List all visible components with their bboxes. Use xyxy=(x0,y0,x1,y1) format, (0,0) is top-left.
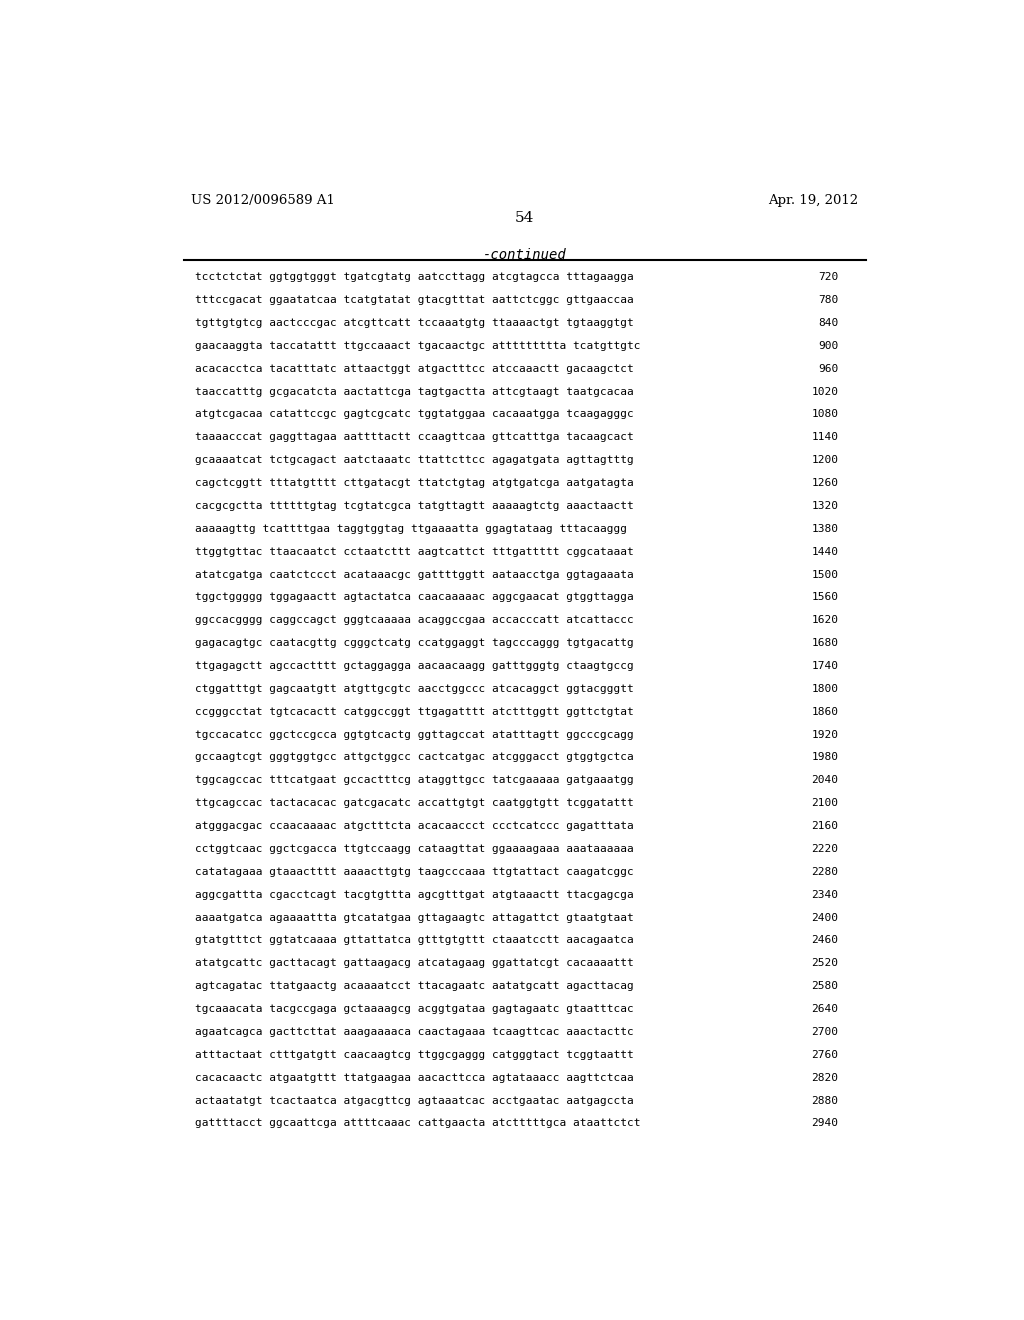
Text: cctggtcaac ggctcgacca ttgtccaagg cataagttat ggaaaagaaa aaataaaaaa: cctggtcaac ggctcgacca ttgtccaagg cataagt… xyxy=(196,843,634,854)
Text: 2340: 2340 xyxy=(811,890,839,900)
Text: tcctctctat ggtggtgggt tgatcgtatg aatccttagg atcgtagcca tttagaagga: tcctctctat ggtggtgggt tgatcgtatg aatcctt… xyxy=(196,272,634,282)
Text: actaatatgt tcactaatca atgacgttcg agtaaatcac acctgaatac aatgagccta: actaatatgt tcactaatca atgacgttcg agtaaat… xyxy=(196,1096,634,1106)
Text: gcaaaatcat tctgcagact aatctaaatc ttattcttcc agagatgata agttagtttg: gcaaaatcat tctgcagact aatctaaatc ttattct… xyxy=(196,455,634,465)
Text: aaaatgatca agaaaattta gtcatatgaa gttagaagtc attagattct gtaatgtaat: aaaatgatca agaaaattta gtcatatgaa gttagaa… xyxy=(196,912,634,923)
Text: 1020: 1020 xyxy=(811,387,839,396)
Text: 2520: 2520 xyxy=(811,958,839,969)
Text: -continued: -continued xyxy=(483,248,566,261)
Text: taaaacccat gaggttagaa aattttactt ccaagttcaa gttcatttga tacaagcact: taaaacccat gaggttagaa aattttactt ccaagtt… xyxy=(196,433,634,442)
Text: tggcagccac tttcatgaat gccactttcg ataggttgcc tatcgaaaaa gatgaaatgg: tggcagccac tttcatgaat gccactttcg ataggtt… xyxy=(196,775,634,785)
Text: acacacctca tacatttatc attaactggt atgactttcc atccaaactt gacaagctct: acacacctca tacatttatc attaactggt atgactt… xyxy=(196,364,634,374)
Text: gccaagtcgt gggtggtgcc attgctggcc cactcatgac atcgggacct gtggtgctca: gccaagtcgt gggtggtgcc attgctggcc cactcat… xyxy=(196,752,634,763)
Text: 2820: 2820 xyxy=(811,1073,839,1082)
Text: gattttacct ggcaattcga attttcaaac cattgaacta atctttttgca ataattctct: gattttacct ggcaattcga attttcaaac cattgaa… xyxy=(196,1118,641,1129)
Text: 1380: 1380 xyxy=(811,524,839,533)
Text: 54: 54 xyxy=(515,211,535,226)
Text: Apr. 19, 2012: Apr. 19, 2012 xyxy=(768,194,858,207)
Text: aggcgattta cgacctcagt tacgtgttta agcgtttgat atgtaaactt ttacgagcga: aggcgattta cgacctcagt tacgtgttta agcgttt… xyxy=(196,890,634,900)
Text: atgtcgacaa catattccgc gagtcgcatc tggtatggaa cacaaatgga tcaagagggc: atgtcgacaa catattccgc gagtcgcatc tggtatg… xyxy=(196,409,634,420)
Text: 1440: 1440 xyxy=(811,546,839,557)
Text: 1260: 1260 xyxy=(811,478,839,488)
Text: 2700: 2700 xyxy=(811,1027,839,1038)
Text: 2580: 2580 xyxy=(811,981,839,991)
Text: 1320: 1320 xyxy=(811,500,839,511)
Text: 1140: 1140 xyxy=(811,433,839,442)
Text: 1620: 1620 xyxy=(811,615,839,626)
Text: cacacaactc atgaatgttt ttatgaagaa aacacttcca agtataaacc aagttctcaa: cacacaactc atgaatgttt ttatgaagaa aacactt… xyxy=(196,1073,634,1082)
Text: tttccgacat ggaatatcaa tcatgtatat gtacgtttat aattctcggc gttgaaccaa: tttccgacat ggaatatcaa tcatgtatat gtacgtt… xyxy=(196,296,634,305)
Text: 1680: 1680 xyxy=(811,638,839,648)
Text: 1980: 1980 xyxy=(811,752,839,763)
Text: 1560: 1560 xyxy=(811,593,839,602)
Text: 840: 840 xyxy=(818,318,839,327)
Text: 1500: 1500 xyxy=(811,569,839,579)
Text: 2400: 2400 xyxy=(811,912,839,923)
Text: ttgcagccac tactacacac gatcgacatc accattgtgt caatggtgtt tcggatattt: ttgcagccac tactacacac gatcgacatc accattg… xyxy=(196,799,634,808)
Text: 2760: 2760 xyxy=(811,1049,839,1060)
Text: 780: 780 xyxy=(818,296,839,305)
Text: agaatcagca gacttcttat aaagaaaaca caactagaaa tcaagttcac aaactacttc: agaatcagca gacttcttat aaagaaaaca caactag… xyxy=(196,1027,634,1038)
Text: 960: 960 xyxy=(818,364,839,374)
Text: ccgggcctat tgtcacactt catggccggt ttgagatttt atctttggtt ggttctgtat: ccgggcctat tgtcacactt catggccggt ttgagat… xyxy=(196,706,634,717)
Text: tgccacatcc ggctccgcca ggtgtcactg ggttagccat atatttagtt ggcccgcagg: tgccacatcc ggctccgcca ggtgtcactg ggttagc… xyxy=(196,730,634,739)
Text: 1740: 1740 xyxy=(811,661,839,671)
Text: taaccatttg gcgacatcta aactattcga tagtgactta attcgtaagt taatgcacaa: taaccatttg gcgacatcta aactattcga tagtgac… xyxy=(196,387,634,396)
Text: atatcgatga caatctccct acataaacgc gattttggtt aataacctga ggtagaaata: atatcgatga caatctccct acataaacgc gattttg… xyxy=(196,569,634,579)
Text: atgggacgac ccaacaaaac atgctttcta acacaaccct ccctcatccc gagatttata: atgggacgac ccaacaaaac atgctttcta acacaac… xyxy=(196,821,634,832)
Text: 2280: 2280 xyxy=(811,867,839,876)
Text: tgcaaacata tacgccgaga gctaaaagcg acggtgataa gagtagaatc gtaatttcac: tgcaaacata tacgccgaga gctaaaagcg acggtga… xyxy=(196,1005,634,1014)
Text: gtatgtttct ggtatcaaaa gttattatca gtttgtgttt ctaaatcctt aacagaatca: gtatgtttct ggtatcaaaa gttattatca gtttgtg… xyxy=(196,936,634,945)
Text: aaaaagttg tcattttgaa taggtggtag ttgaaaatta ggagtataag tttacaaggg: aaaaagttg tcattttgaa taggtggtag ttgaaaat… xyxy=(196,524,628,533)
Text: US 2012/0096589 A1: US 2012/0096589 A1 xyxy=(191,194,336,207)
Text: atttactaat ctttgatgtt caacaagtcg ttggcgaggg catgggtact tcggtaattt: atttactaat ctttgatgtt caacaagtcg ttggcga… xyxy=(196,1049,634,1060)
Text: ttggtgttac ttaacaatct cctaatcttt aagtcattct tttgattttt cggcataaat: ttggtgttac ttaacaatct cctaatcttt aagtcat… xyxy=(196,546,634,557)
Text: gaacaaggta taccatattt ttgccaaact tgacaactgc attttttttta tcatgttgtc: gaacaaggta taccatattt ttgccaaact tgacaac… xyxy=(196,341,641,351)
Text: 1920: 1920 xyxy=(811,730,839,739)
Text: 2040: 2040 xyxy=(811,775,839,785)
Text: 1860: 1860 xyxy=(811,706,839,717)
Text: 900: 900 xyxy=(818,341,839,351)
Text: 2100: 2100 xyxy=(811,799,839,808)
Text: 1200: 1200 xyxy=(811,455,839,465)
Text: 2940: 2940 xyxy=(811,1118,839,1129)
Text: atatgcattc gacttacagt gattaagacg atcatagaag ggattatcgt cacaaaattt: atatgcattc gacttacagt gattaagacg atcatag… xyxy=(196,958,634,969)
Text: tgttgtgtcg aactcccgac atcgttcatt tccaaatgtg ttaaaactgt tgtaaggtgt: tgttgtgtcg aactcccgac atcgttcatt tccaaat… xyxy=(196,318,634,327)
Text: agtcagatac ttatgaactg acaaaatcct ttacagaatc aatatgcatt agacttacag: agtcagatac ttatgaactg acaaaatcct ttacaga… xyxy=(196,981,634,991)
Text: 2880: 2880 xyxy=(811,1096,839,1106)
Text: 1800: 1800 xyxy=(811,684,839,694)
Text: 720: 720 xyxy=(818,272,839,282)
Text: ttgagagctt agccactttt gctaggagga aacaacaagg gatttgggtg ctaagtgccg: ttgagagctt agccactttt gctaggagga aacaaca… xyxy=(196,661,634,671)
Text: tggctggggg tggagaactt agtactatca caacaaaaac aggcgaacat gtggttagga: tggctggggg tggagaactt agtactatca caacaaa… xyxy=(196,593,634,602)
Text: ctggatttgt gagcaatgtt atgttgcgtc aacctggccc atcacaggct ggtacgggtt: ctggatttgt gagcaatgtt atgttgcgtc aacctgg… xyxy=(196,684,634,694)
Text: ggccacgggg caggccagct gggtcaaaaa acaggccgaa accacccatt atcattaccc: ggccacgggg caggccagct gggtcaaaaa acaggcc… xyxy=(196,615,634,626)
Text: catatagaaa gtaaactttt aaaacttgtg taagcccaaa ttgtattact caagatcggc: catatagaaa gtaaactttt aaaacttgtg taagccc… xyxy=(196,867,634,876)
Text: gagacagtgc caatacgttg cgggctcatg ccatggaggt tagcccaggg tgtgacattg: gagacagtgc caatacgttg cgggctcatg ccatgga… xyxy=(196,638,634,648)
Text: 2220: 2220 xyxy=(811,843,839,854)
Text: 1080: 1080 xyxy=(811,409,839,420)
Text: 2460: 2460 xyxy=(811,936,839,945)
Text: 2160: 2160 xyxy=(811,821,839,832)
Text: cacgcgctta ttttttgtag tcgtatcgca tatgttagtt aaaaagtctg aaactaactt: cacgcgctta ttttttgtag tcgtatcgca tatgtta… xyxy=(196,500,634,511)
Text: cagctcggtt tttatgtttt cttgatacgt ttatctgtag atgtgatcga aatgatagta: cagctcggtt tttatgtttt cttgatacgt ttatctg… xyxy=(196,478,634,488)
Text: 2640: 2640 xyxy=(811,1005,839,1014)
